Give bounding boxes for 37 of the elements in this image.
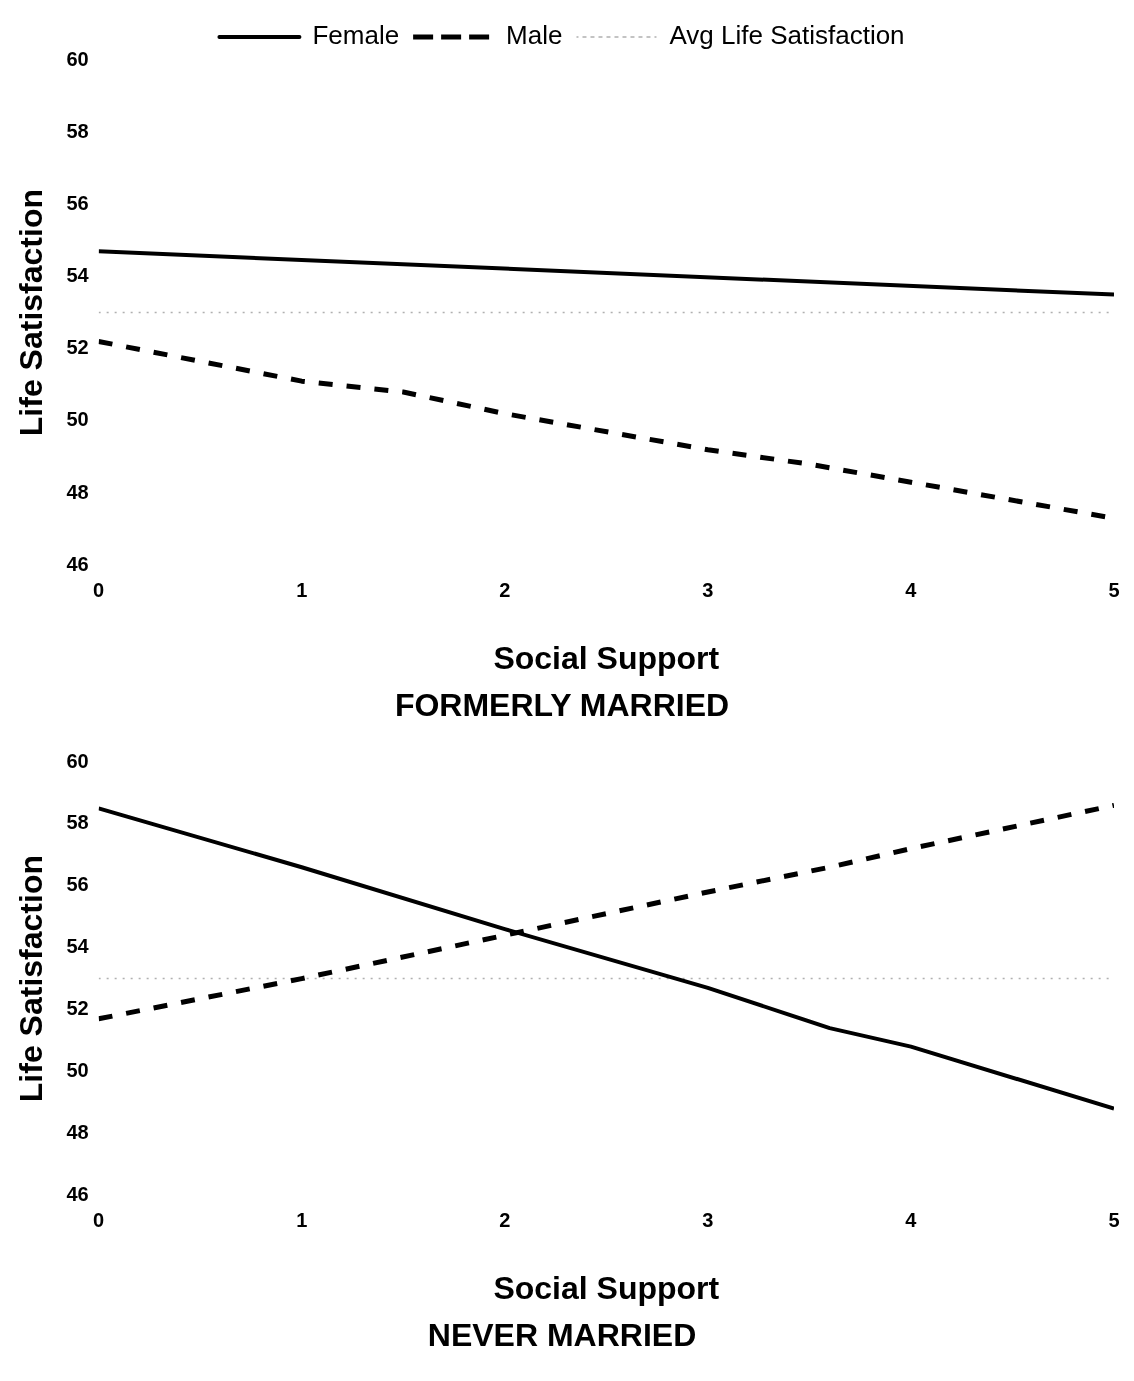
y-tick-label: 58 — [66, 119, 89, 142]
x-tick-label: 0 — [93, 578, 105, 601]
y-tick-label: 56 — [66, 873, 89, 896]
text: NEVER MARRIED — [427, 1316, 697, 1353]
x-tick-label: 3 — [702, 1208, 714, 1231]
x-tick-label: 3 — [702, 578, 714, 601]
x-tick-label: 4 — [905, 578, 918, 601]
y-axis-title: Life Satisfaction — [13, 189, 50, 437]
y-tick-label: 60 — [66, 749, 89, 772]
x-tick-label: 2 — [499, 578, 511, 601]
x-tick-label: 5 — [1108, 1208, 1120, 1231]
y-tick-label: 54 — [66, 264, 90, 287]
y-tick-label: 54 — [66, 935, 90, 958]
y-tick-label: 58 — [66, 811, 89, 834]
y-axis-title: Life Satisfaction — [13, 855, 50, 1103]
y-tick-label: 52 — [66, 997, 89, 1020]
x-tick-label: 1 — [296, 1208, 308, 1231]
y-tick-label: 46 — [66, 552, 89, 575]
x-axis-title: Social Support — [493, 640, 720, 677]
y-tick-label: 46 — [66, 1182, 89, 1205]
legend-label: Male — [506, 20, 563, 51]
x-tick-label: 5 — [1108, 578, 1120, 601]
y-tick-label: 60 — [66, 47, 89, 70]
y-tick-label: 50 — [66, 408, 89, 431]
legend-label: Avg Life Satisfaction — [669, 20, 905, 51]
x-tick-label: 0 — [93, 1208, 105, 1231]
y-tick-label: 52 — [66, 336, 89, 359]
x-axis-title: Social Support — [493, 1270, 720, 1307]
y-tick-label: 56 — [66, 191, 89, 214]
x-tick-label: 2 — [499, 1208, 511, 1231]
text: FORMERLY MARRIED — [394, 686, 730, 723]
x-tick-label: 4 — [905, 1208, 918, 1231]
legend-label: Female — [312, 20, 400, 51]
y-tick-label: 50 — [66, 1058, 89, 1081]
y-tick-label: 48 — [66, 480, 89, 503]
y-tick-label: 48 — [66, 1120, 89, 1143]
x-tick-label: 1 — [296, 578, 308, 601]
